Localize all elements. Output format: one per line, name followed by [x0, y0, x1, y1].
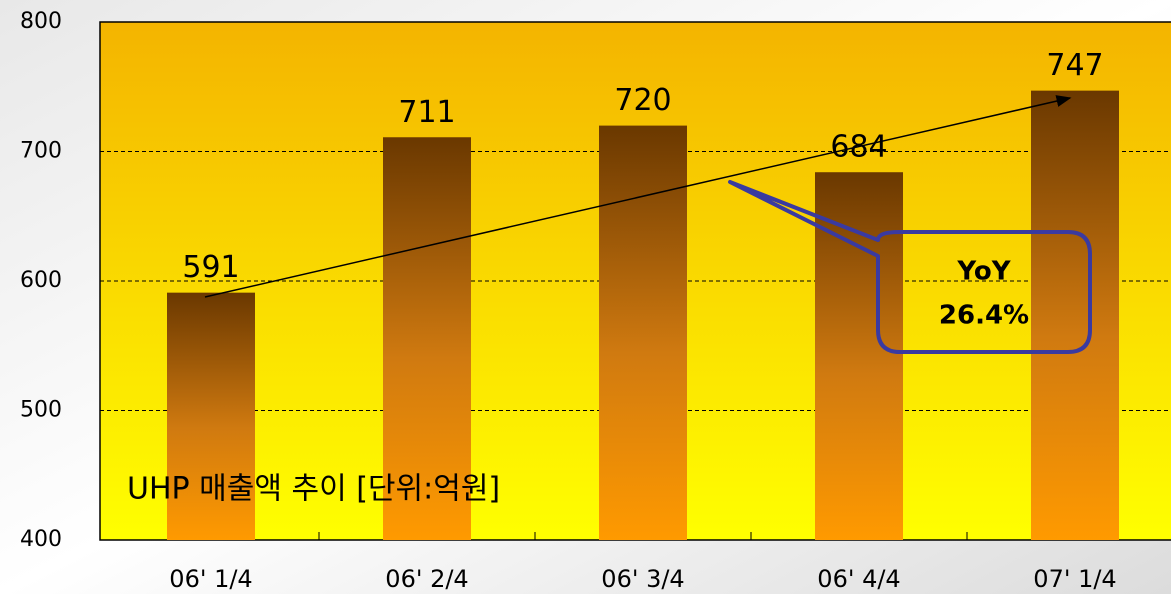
data-label: 684 — [830, 130, 887, 165]
annotation-line: YoY — [956, 257, 1011, 287]
y-tick-label: 700 — [20, 139, 62, 164]
annotation-line: 26.4% — [939, 301, 1029, 331]
bar — [383, 137, 471, 540]
y-tick-label: 500 — [20, 398, 62, 423]
data-label: 720 — [614, 83, 671, 118]
y-tick-label: 800 — [20, 9, 62, 34]
bar — [599, 125, 687, 540]
data-label: 591 — [182, 250, 239, 285]
bar — [815, 172, 903, 540]
data-label: 711 — [398, 95, 455, 130]
trend-arrow — [204, 95, 1072, 298]
y-tick-label: 600 — [20, 268, 62, 293]
callout — [728, 180, 1092, 354]
chart-title: UHP 매출액 추이 [단위:억원] — [127, 472, 500, 507]
y-tick-label: 400 — [20, 527, 62, 552]
x-tick-label: 06' 4/4 — [817, 565, 900, 593]
x-tick-label: 06' 1/4 — [169, 565, 252, 593]
x-tick-label: 06' 2/4 — [385, 565, 468, 593]
bar — [167, 292, 255, 540]
x-tick-label: 07' 1/4 — [1033, 565, 1116, 593]
x-tick-label: 06' 3/4 — [601, 565, 684, 593]
data-label: 747 — [1046, 48, 1103, 83]
bar — [1031, 90, 1119, 540]
